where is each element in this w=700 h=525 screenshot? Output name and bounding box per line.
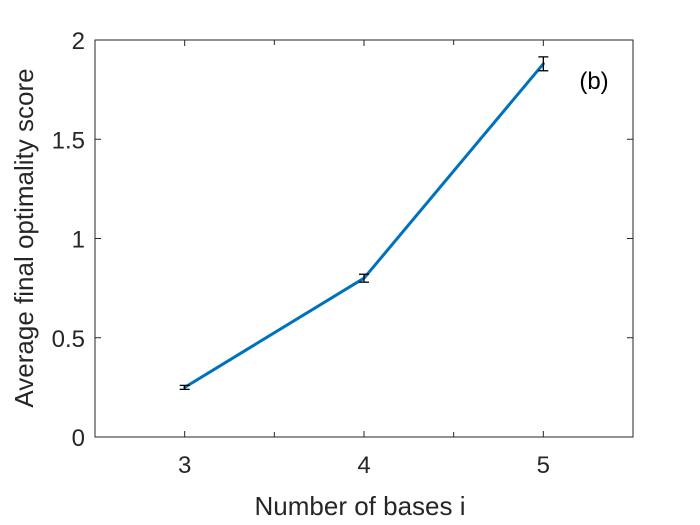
chart-annotation: (b) — [579, 68, 608, 95]
error-bar — [359, 273, 369, 283]
axes: 3 4 5 0 0.5 1 1.5 2 — [52, 28, 634, 479]
y-tick-label: 0.5 — [52, 326, 85, 353]
y-tick-label: 0 — [72, 425, 85, 452]
error-bar — [538, 56, 549, 72]
y-tick-label: 1.5 — [52, 127, 85, 154]
x-axis-label: Number of bases i — [255, 491, 466, 521]
series-layer — [179, 56, 549, 391]
plot-background — [95, 40, 633, 437]
y-tick-label: 1 — [72, 227, 85, 254]
x-tick-label: 3 — [178, 452, 191, 479]
x-tick-label: 5 — [537, 452, 550, 479]
y-axis-label: Average final optimality score — [9, 68, 39, 407]
y-tick-label: 2 — [72, 28, 85, 55]
error-bar — [179, 384, 190, 391]
x-tick-label: 4 — [357, 452, 370, 479]
